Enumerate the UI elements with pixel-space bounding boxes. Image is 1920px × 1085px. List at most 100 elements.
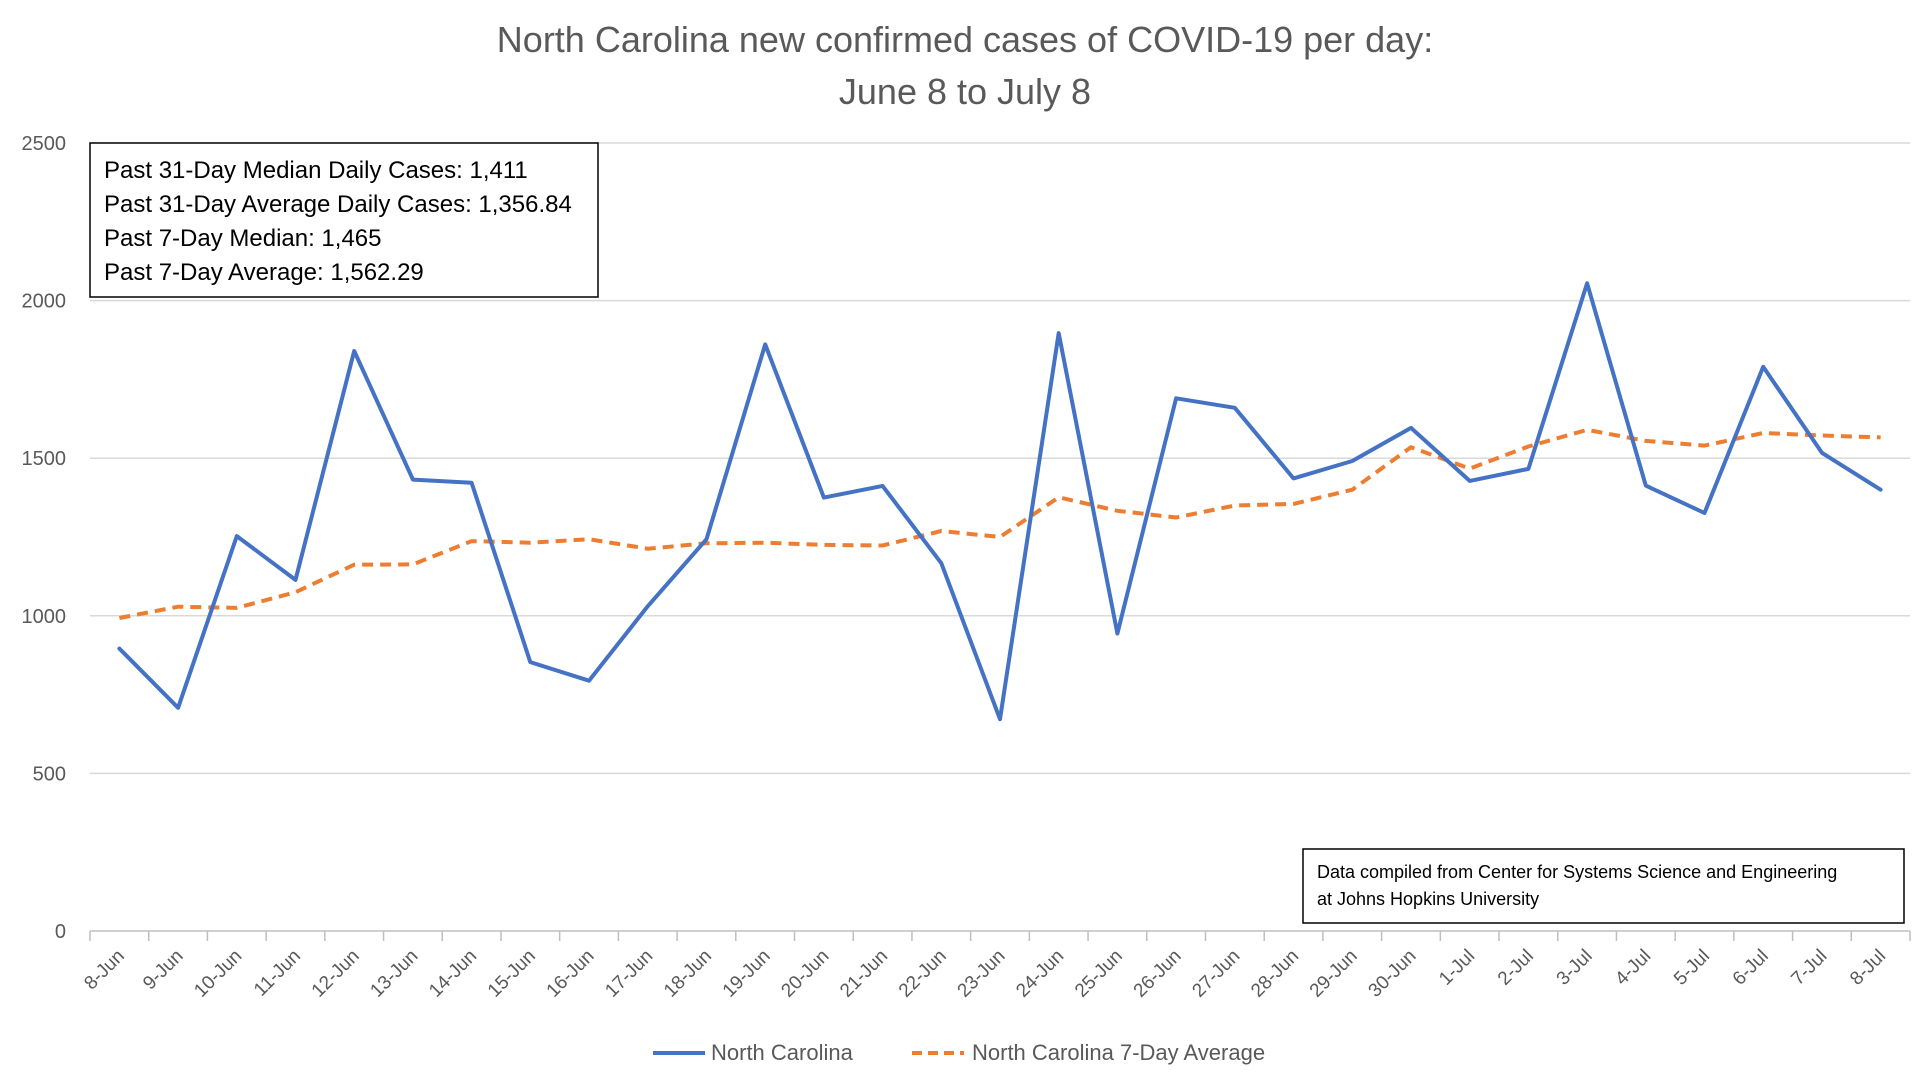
data-point-north-carolina xyxy=(1760,364,1766,370)
x-tick-label: 26-Jun xyxy=(1130,946,1186,1002)
x-tick-label: 27-Jun xyxy=(1188,946,1244,1002)
data-point-north-carolina xyxy=(1584,280,1590,286)
x-tick-label: 6-Jul xyxy=(1729,946,1773,990)
data-point-north-carolina xyxy=(997,716,1003,722)
data-point-7-day-average xyxy=(1525,444,1531,450)
data-point-north-carolina xyxy=(1702,510,1708,516)
chart-title: North Carolina new confirmed cases of CO… xyxy=(497,19,1433,60)
x-tick-label: 8-Jul xyxy=(1846,946,1890,990)
data-point-north-carolina xyxy=(1173,395,1179,401)
data-point-7-day-average xyxy=(1232,503,1238,509)
data-point-north-carolina xyxy=(1643,483,1649,489)
x-tick-label: 20-Jun xyxy=(777,946,833,1002)
data-point-north-carolina xyxy=(762,341,768,347)
data-point-7-day-average xyxy=(1878,434,1884,440)
x-tick-label: 28-Jun xyxy=(1247,946,1303,1002)
legend-label-north-carolina: North Carolina xyxy=(711,1040,854,1065)
data-point-7-day-average xyxy=(821,542,827,548)
x-tick-label: 2-Jul xyxy=(1494,946,1538,990)
x-tick-label: 14-Jun xyxy=(425,946,481,1002)
data-point-north-carolina xyxy=(410,477,416,483)
stats-line: Past 31-Day Median Daily Cases: 1,411 xyxy=(104,157,528,184)
data-point-7-day-average xyxy=(645,546,651,552)
x-tick-label: 8-Jun xyxy=(80,946,128,994)
x-tick-label: 29-Jun xyxy=(1306,946,1362,1002)
data-point-7-day-average xyxy=(1760,430,1766,436)
series-lines xyxy=(116,280,1884,722)
data-point-7-day-average xyxy=(293,589,299,595)
data-point-7-day-average xyxy=(175,604,181,610)
data-point-7-day-average xyxy=(1056,494,1062,500)
data-point-north-carolina xyxy=(1408,425,1414,431)
stats-line: Past 31-Day Average Daily Cases: 1,356.8… xyxy=(104,191,572,218)
y-tick-label: 2500 xyxy=(22,133,67,155)
x-tick-label: 15-Jun xyxy=(484,946,540,1002)
data-point-7-day-average xyxy=(116,615,122,621)
data-point-7-day-average xyxy=(1643,438,1649,444)
stats-line: Past 7-Day Average: 1,562.29 xyxy=(104,259,424,286)
data-point-7-day-average xyxy=(410,561,416,567)
x-tick-label: 18-Jun xyxy=(660,946,716,1002)
x-tick-label: 4-Jul xyxy=(1611,946,1655,990)
data-point-7-day-average xyxy=(1584,427,1590,433)
data-point-north-carolina xyxy=(175,705,181,711)
data-point-7-day-average xyxy=(1467,466,1473,472)
data-point-7-day-average xyxy=(762,540,768,546)
data-point-7-day-average xyxy=(1819,433,1825,439)
source-box-border xyxy=(1302,848,1905,924)
y-tick-label: 500 xyxy=(33,763,66,785)
y-tick-label: 1500 xyxy=(22,448,67,470)
x-tick-label: 5-Jul xyxy=(1670,946,1714,990)
x-tick-label: 12-Jun xyxy=(308,946,364,1002)
y-axis-ticks: 0 500 1000 1500 2000 2500 xyxy=(22,133,67,943)
data-point-north-carolina xyxy=(293,577,299,583)
data-point-north-carolina xyxy=(1878,487,1884,493)
data-point-north-carolina xyxy=(1056,330,1062,336)
chart-subtitle: June 8 to July 8 xyxy=(839,71,1091,112)
data-point-north-carolina xyxy=(527,659,533,665)
data-point-north-carolina xyxy=(1114,631,1120,637)
y-tick-label: 2000 xyxy=(22,291,67,313)
data-point-7-day-average xyxy=(1349,487,1355,493)
x-tick-label: 21-Jun xyxy=(836,946,892,1002)
data-point-north-carolina xyxy=(1349,458,1355,464)
stats-line: Past 7-Day Median: 1,465 xyxy=(104,225,382,252)
data-point-north-carolina xyxy=(645,603,651,609)
data-point-north-carolina xyxy=(1525,466,1531,472)
data-point-7-day-average xyxy=(1291,501,1297,507)
data-point-north-carolina xyxy=(1232,405,1238,411)
data-point-7-day-average xyxy=(1173,515,1179,521)
data-point-north-carolina xyxy=(234,533,240,539)
data-point-north-carolina xyxy=(1819,450,1825,456)
x-tick-label: 30-Jun xyxy=(1365,946,1421,1002)
y-tick-label: 1000 xyxy=(22,606,67,628)
data-point-north-carolina xyxy=(938,560,944,566)
x-tick-label: 22-Jun xyxy=(895,946,951,1002)
data-point-north-carolina xyxy=(1291,475,1297,481)
data-point-north-carolina xyxy=(586,678,592,684)
data-point-north-carolina xyxy=(880,483,886,489)
source-line: at Johns Hopkins University xyxy=(1317,889,1539,909)
data-point-7-day-average xyxy=(469,538,475,544)
data-point-north-carolina xyxy=(116,646,122,652)
x-tick-label: 23-Jun xyxy=(954,946,1010,1002)
x-tick-label: 13-Jun xyxy=(367,946,423,1002)
data-point-7-day-average xyxy=(1408,444,1414,450)
x-tick-label: 24-Jun xyxy=(1012,946,1068,1002)
x-axis-ticks: 8-Jun 9-Jun 10-Jun 11-Jun 12-Jun 13-Jun 14-Jun… xyxy=(80,931,1911,1002)
source-annotation-box: Data compiled from Center for Systems Sc… xyxy=(1302,848,1905,924)
stats-box-border xyxy=(89,142,599,298)
data-point-7-day-average xyxy=(997,534,1003,540)
x-tick-label: 17-Jun xyxy=(601,946,657,1002)
data-point-7-day-average xyxy=(234,605,240,611)
stats-annotation-box: Past 31-Day Median Daily Cases: 1,411 Pa… xyxy=(89,142,599,298)
data-point-7-day-average xyxy=(527,540,533,546)
data-point-7-day-average xyxy=(586,536,592,542)
data-point-north-carolina xyxy=(351,348,357,354)
data-point-north-carolina xyxy=(821,495,827,501)
data-point-7-day-average xyxy=(938,528,944,534)
data-point-7-day-average xyxy=(880,543,886,549)
data-point-7-day-average xyxy=(351,562,357,568)
y-tick-label: 0 xyxy=(55,921,66,943)
